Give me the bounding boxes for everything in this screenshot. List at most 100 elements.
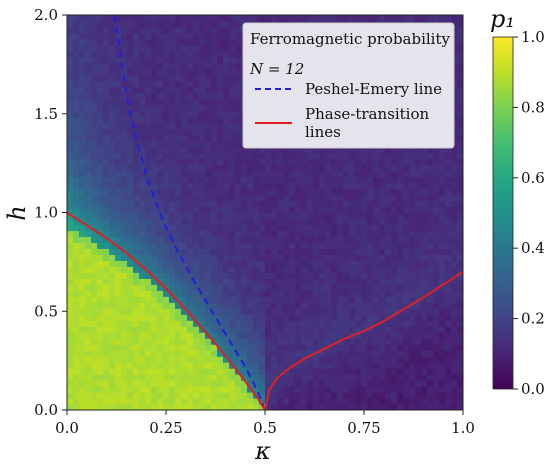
heatmap-cell: [145, 320, 152, 327]
heatmap-cell: [175, 290, 182, 297]
heatmap-cell: [247, 218, 254, 226]
heatmap-cell: [397, 266, 404, 273]
heatmap-cell: [361, 248, 368, 255]
heatmap-cell: [223, 146, 230, 154]
heatmap-cell: [139, 26, 146, 34]
heatmap-cell: [289, 212, 296, 220]
heatmap-cell: [85, 182, 92, 190]
heatmap-cell: [121, 218, 128, 226]
heatmap-cell: [211, 242, 218, 249]
heatmap-cell: [433, 302, 440, 309]
heatmap-cell: [283, 182, 290, 190]
heatmap-cell: [163, 164, 170, 172]
heatmap-cell: [445, 290, 452, 297]
heatmap-cell: [397, 200, 404, 208]
heatmap-cell: [355, 146, 362, 154]
heatmap-cell: [181, 320, 188, 327]
heatmap-cell: [121, 15, 128, 22]
heatmap-cell: [373, 362, 380, 369]
heatmap-cell: [331, 248, 338, 255]
heatmap-cell: [421, 224, 428, 232]
heatmap-cell: [325, 326, 332, 333]
heatmap-cell: [337, 146, 344, 154]
heatmap-cell: [139, 320, 146, 327]
heatmap-cell: [139, 188, 146, 196]
heatmap-cell: [163, 344, 170, 351]
heatmap-cell: [109, 176, 116, 184]
heatmap-cell: [211, 362, 218, 369]
heatmap-cell: [271, 290, 278, 297]
heatmap-cell: [259, 392, 266, 399]
heatmap-cell: [253, 212, 260, 220]
heatmap-cell: [337, 212, 344, 220]
heatmap-cell: [439, 380, 446, 387]
heatmap-cell: [223, 260, 230, 267]
heatmap-cell: [427, 194, 434, 202]
heatmap-cell: [181, 224, 188, 232]
heatmap-cell: [217, 296, 224, 303]
heatmap-cell: [271, 356, 278, 363]
heatmap-cell: [199, 50, 206, 58]
heatmap-cell: [103, 242, 110, 249]
heatmap-cell: [319, 242, 326, 249]
heatmap-cell: [199, 32, 206, 40]
heatmap-cell: [205, 74, 212, 82]
heatmap-cell: [385, 224, 392, 232]
heatmap-cell: [277, 344, 284, 351]
heatmap-cell: [181, 242, 188, 249]
heatmap-cell: [199, 152, 206, 160]
heatmap-cell: [421, 230, 428, 238]
heatmap-cell: [427, 380, 434, 387]
heatmap-cell: [115, 236, 122, 244]
heatmap-cell: [361, 350, 368, 357]
heatmap-cell: [451, 302, 458, 309]
heatmap-cell: [181, 62, 188, 70]
heatmap-cell: [289, 158, 296, 166]
heatmap-cell: [403, 164, 410, 172]
heatmap-cell: [85, 170, 92, 178]
heatmap-cell: [211, 218, 218, 226]
heatmap-cell: [265, 314, 272, 321]
heatmap-cell: [181, 176, 188, 184]
heatmap-cell: [445, 272, 452, 279]
heatmap-cell: [445, 254, 452, 261]
heatmap-cell: [205, 242, 212, 249]
heatmap-cell: [367, 350, 374, 357]
heatmap-cell: [109, 146, 116, 154]
heatmap-cell: [163, 338, 170, 345]
heatmap-cell: [97, 386, 104, 393]
heatmap-cell: [175, 374, 182, 381]
heatmap-cell: [367, 212, 374, 220]
heatmap-cell: [241, 338, 248, 345]
heatmap-cell: [211, 158, 218, 166]
heatmap-cell: [229, 176, 236, 184]
heatmap-cell: [133, 290, 140, 297]
heatmap-cell: [307, 200, 314, 208]
heatmap-cell: [247, 272, 254, 279]
heatmap-cell: [433, 344, 440, 351]
heatmap-cell: [97, 164, 104, 172]
heatmap-cell: [121, 86, 128, 94]
heatmap-cell: [205, 302, 212, 309]
heatmap-cell: [253, 248, 260, 255]
heatmap-cell: [265, 236, 272, 244]
heatmap-cell: [253, 362, 260, 369]
heatmap-cell: [187, 374, 194, 381]
heatmap-cell: [145, 146, 152, 154]
heatmap-cell: [121, 38, 128, 46]
heatmap-cell: [349, 164, 356, 172]
heatmap-cell: [391, 152, 398, 160]
heatmap-cell: [451, 15, 458, 22]
heatmap-cell: [127, 362, 134, 369]
heatmap-cell: [91, 254, 98, 261]
heatmap-cell: [259, 158, 266, 166]
heatmap-cell: [415, 15, 422, 22]
heatmap-cell: [373, 15, 380, 22]
heatmap-cell: [355, 338, 362, 345]
heatmap-cell: [307, 362, 314, 369]
heatmap-cell: [235, 188, 242, 196]
heatmap-cell: [175, 158, 182, 166]
heatmap-cell: [169, 116, 176, 124]
heatmap-cell: [271, 176, 278, 184]
heatmap-cell: [79, 15, 86, 22]
